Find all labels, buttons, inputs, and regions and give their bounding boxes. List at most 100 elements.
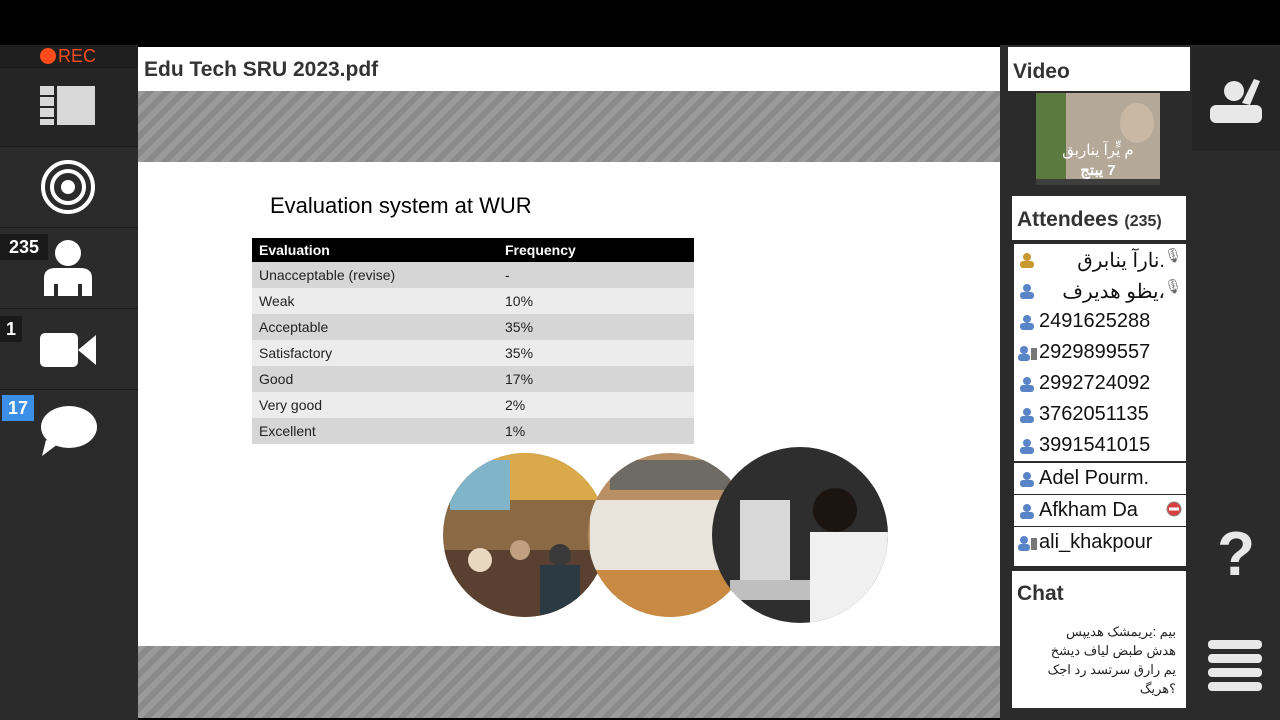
attendee-name: Afkham Da	[1039, 499, 1138, 521]
user-icon	[1020, 472, 1034, 487]
menu-button[interactable]	[1208, 636, 1262, 694]
hamburger-menu-icon	[1208, 640, 1262, 691]
document-title: Edu Tech SRU 2023.pdf	[144, 58, 379, 81]
phone-user-icon	[1018, 536, 1037, 551]
raise-hand-button[interactable]	[1192, 47, 1280, 151]
video-panel-header	[1008, 47, 1190, 91]
attendee-name: 2491625288	[1039, 310, 1151, 332]
evaluation-cell: Acceptable	[252, 314, 498, 340]
attendee-row[interactable]: 3762051135	[1014, 399, 1186, 430]
attendee-name: 2929899557	[1039, 341, 1151, 363]
attendee-name: 3762051135	[1039, 403, 1149, 425]
user-icon	[1020, 284, 1034, 299]
chat-message-line: هدش طبض لیاف دیشخ	[1050, 643, 1176, 658]
video-caption-name: م یٍّرآ یناربق	[1062, 142, 1134, 159]
attendee-row[interactable]: Adel Pourm.	[1014, 463, 1186, 494]
top-bar	[0, 0, 1280, 45]
evaluation-cell: Very good	[252, 392, 498, 418]
video-panel-title: Video	[1013, 60, 1070, 83]
user-icon	[1020, 377, 1034, 392]
table-row: Excellent 1%	[252, 418, 694, 444]
table-row: Good 17%	[252, 366, 694, 392]
recording-indicator	[0, 45, 138, 67]
table-header-frequency: Frequency	[498, 238, 694, 262]
document-title-bar	[138, 47, 1000, 91]
table-row: Acceptable 35%	[252, 314, 694, 340]
attendee-name: ali_khakpour	[1039, 531, 1153, 553]
attendee-row[interactable]: ali_khakpour	[1014, 527, 1186, 558]
microphone-icon: 🎙	[1164, 247, 1182, 263]
chat-bubble-icon	[41, 406, 97, 456]
chat-messages[interactable]: بیم :یریمشک هدیپس هدش طبض لیاف دیشخ یم ر…	[1012, 614, 1186, 708]
evaluation-cell: Excellent	[252, 418, 498, 444]
microphone-icon: 🎙	[1164, 278, 1182, 294]
frequency-cell: 35%	[498, 314, 694, 340]
attendee-name: 3991541015	[1039, 434, 1151, 456]
table-row: Weak 10%	[252, 288, 694, 314]
record-dot-icon	[40, 48, 56, 64]
evaluation-table: Evaluation Frequency Unacceptable (revis…	[252, 238, 694, 444]
person-icon	[44, 240, 92, 296]
chat-message-line: بیم :یریمشک هدیپس	[1066, 624, 1176, 639]
camera-count-badge: 1	[0, 316, 22, 342]
user-icon	[1020, 504, 1034, 519]
camera-icon	[40, 333, 96, 367]
attendee-row[interactable]: 2992724092	[1014, 368, 1186, 399]
document-background-top	[138, 91, 1000, 162]
attendee-name: .نارآ ينابرق	[1077, 250, 1165, 272]
attendees-panel-header	[1012, 196, 1186, 240]
frequency-cell: 35%	[498, 340, 694, 366]
right-toolbar	[1190, 45, 1280, 720]
video-person	[1120, 103, 1154, 143]
blocked-status-icon	[1166, 501, 1182, 517]
frequency-cell: 2%	[498, 392, 694, 418]
attendee-name: Adel Pourm.	[1039, 467, 1150, 489]
attendees-button[interactable]	[0, 227, 138, 308]
help-button[interactable]: ?	[1217, 520, 1255, 589]
microscope-photo	[712, 447, 888, 623]
evaluation-cell: Weak	[252, 288, 498, 314]
layout-button[interactable]	[0, 67, 138, 146]
attendee-name: ،یظو هدیرف	[1062, 281, 1165, 303]
video-feed[interactable]: م یٍّرآ یناربق 7 یبتج	[1036, 93, 1160, 185]
chat-panel-title: Chat	[1017, 582, 1064, 605]
table-row: Unacceptable (revise) -	[252, 262, 694, 288]
attendees-title-text: Attendees	[1017, 208, 1119, 231]
evaluation-cell: Good	[252, 366, 498, 392]
evaluation-cell: Satisfactory	[252, 340, 498, 366]
attendee-row[interactable]: 3991541015	[1014, 430, 1186, 461]
attendee-list-scroll-edge	[1014, 558, 1186, 566]
table-row: Satisfactory 35%	[252, 340, 694, 366]
attendee-row[interactable]: ،یظو هدیرف 🎙	[1014, 275, 1186, 306]
attendees-count-text: (235)	[1124, 213, 1162, 230]
broadcast-icon	[41, 160, 95, 214]
evaluation-cell: Unacceptable (revise)	[252, 262, 498, 288]
slide-photo-collage	[443, 447, 888, 623]
user-icon	[1020, 439, 1034, 454]
user-icon	[1020, 315, 1034, 330]
layout-icon	[40, 86, 95, 125]
slide-heading: Evaluation system at WUR	[270, 193, 532, 218]
user-icon	[1020, 408, 1034, 423]
frequency-cell: -	[498, 262, 694, 288]
attendee-row[interactable]: 2491625288	[1014, 306, 1186, 337]
chat-message-line: ؟هریگ	[1139, 681, 1176, 696]
video-progress-track	[1036, 179, 1160, 185]
broadcast-button[interactable]	[0, 146, 138, 227]
table-header-evaluation: Evaluation	[252, 238, 498, 262]
attendee-row[interactable]: 2929899557	[1014, 337, 1186, 368]
chat-message-line: یم رارق سرتسد رد اجک	[1047, 662, 1176, 677]
camera-button[interactable]	[0, 308, 138, 389]
presenter-icon	[1020, 253, 1034, 268]
frequency-cell: 10%	[498, 288, 694, 314]
chat-panel-header	[1012, 571, 1186, 614]
raise-hand-icon	[1210, 79, 1262, 123]
attendee-row[interactable]: .نارآ ينابرق 🎙	[1014, 244, 1186, 275]
attendee-name: 2992724092	[1039, 372, 1151, 394]
table-row: Very good 2%	[252, 392, 694, 418]
chat-button[interactable]	[0, 389, 138, 470]
video-flag-background	[1036, 93, 1066, 185]
attendee-row[interactable]: Afkham Da	[1014, 495, 1186, 526]
attendees-panel-title: Attendees (235)	[1017, 208, 1162, 232]
document-background-bottom	[138, 646, 1000, 718]
